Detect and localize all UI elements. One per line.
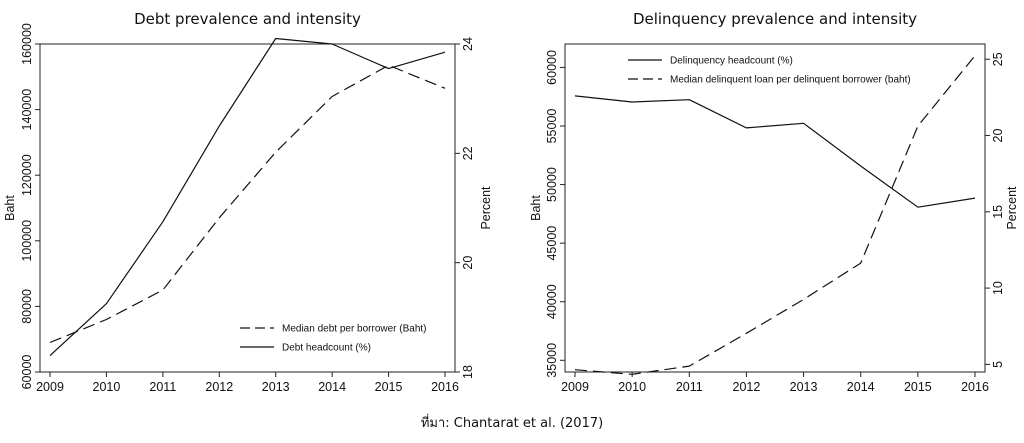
x-tick-label: 2010	[93, 380, 121, 394]
y-tick-label: 45000	[545, 226, 559, 261]
x-tick-label: 2013	[262, 380, 290, 394]
plot-frame	[39, 43, 456, 373]
y2-tick-label: 20	[461, 256, 475, 270]
legend-label: Median debt per borrower (Baht)	[282, 324, 427, 335]
y2-tick-label: 5	[991, 361, 1005, 368]
y2-tick-label: 22	[461, 146, 475, 160]
series-line-solid	[49, 37, 446, 357]
x-tick-label: 2012	[733, 380, 761, 394]
y-tick-label: 100000	[20, 220, 34, 262]
y-tick-label: 60000	[545, 50, 559, 85]
chart-title: Debt prevalence and intensity	[134, 10, 361, 28]
y2-axis-label: Percent	[479, 186, 493, 230]
y-tick-label: 35000	[545, 343, 559, 378]
legend-label: Delinquency headcount (%)	[670, 56, 793, 67]
y-tick-label: 40000	[545, 284, 559, 319]
y2-tick-label: 20	[991, 129, 1005, 143]
y-tick-label: 60000	[20, 355, 34, 390]
x-tick-label: 2010	[618, 380, 646, 394]
x-tick-label: 2014	[847, 380, 875, 394]
y2-tick-label: 15	[991, 205, 1005, 219]
y-tick-label: 160000	[20, 23, 34, 65]
plot-frame	[564, 43, 986, 373]
series-line-solid	[574, 95, 976, 208]
y2-tick-label: 10	[991, 281, 1005, 295]
y2-tick-label: 24	[461, 37, 475, 51]
y2-tick-label: 25	[991, 52, 1005, 66]
series-line-dashed	[49, 64, 446, 344]
x-tick-label: 2012	[205, 380, 233, 394]
legend-label: Median delinquent loan per delinquent bo…	[670, 75, 911, 86]
x-tick-label: 2013	[790, 380, 818, 394]
y-tick-label: 140000	[20, 89, 34, 131]
x-tick-label: 2015	[375, 380, 403, 394]
legend-label: Debt headcount (%)	[282, 343, 371, 354]
x-tick-label: 2009	[36, 380, 64, 394]
y-tick-label: 80000	[20, 289, 34, 324]
y-axis-label: Baht	[529, 195, 543, 221]
y-tick-label: 120000	[20, 154, 34, 196]
x-tick-label: 2011	[676, 380, 703, 394]
delinquency-chart: Delinquency prevalence and intensity 2009…	[529, 10, 1019, 394]
x-tick-label: 2015	[904, 380, 932, 394]
y-tick-label: 50000	[545, 167, 559, 202]
chart-title: Delinquency prevalence and intensity	[633, 10, 917, 28]
x-tick-label: 2009	[561, 380, 589, 394]
x-tick-label: 2016	[431, 380, 459, 394]
x-tick-label: 2011	[149, 380, 176, 394]
y-tick-label: 55000	[545, 109, 559, 144]
y2-tick-label: 18	[461, 365, 475, 379]
x-tick-label: 2016	[961, 380, 989, 394]
y-axis-label: Baht	[3, 195, 17, 221]
source-note: ที่มา: Chantarat et al. (2017)	[420, 416, 604, 431]
series-line-dashed	[574, 55, 976, 375]
y2-axis-label: Percent	[1005, 186, 1019, 230]
x-tick-label: 2014	[318, 380, 346, 394]
